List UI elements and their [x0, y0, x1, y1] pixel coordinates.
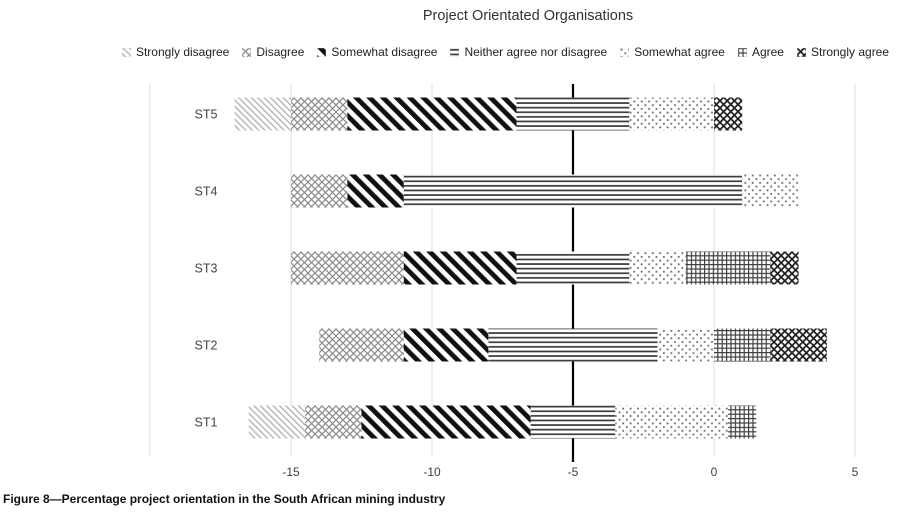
bar-segment — [347, 97, 517, 131]
bar-segment — [291, 251, 404, 285]
x-tick-label: -5 — [568, 465, 579, 479]
bar-segment — [629, 251, 686, 285]
legend-item: Somewhat disagree — [317, 45, 437, 59]
horizontal-lines-swatch-icon — [450, 47, 460, 57]
legend-label: Strongly disagree — [135, 45, 230, 59]
legend-label: Disagree — [256, 45, 305, 59]
category-label: ST4 — [195, 185, 218, 199]
legend-item: Disagree — [242, 45, 304, 59]
bar-segment — [305, 405, 362, 439]
category-label: ST2 — [195, 339, 218, 353]
bar-segment — [319, 328, 404, 362]
bar-segment — [714, 328, 771, 362]
legend-item: Neither agree nor disagree — [450, 45, 607, 59]
bar-segment — [714, 97, 743, 131]
bar-segment — [629, 97, 714, 131]
legend-label: Strongly agree — [810, 45, 890, 59]
legend: Strongly disagree Disagree Somewhat disagr… — [100, 45, 911, 59]
legend-label: Somewhat agree — [634, 45, 725, 59]
dots-swatch-icon — [620, 47, 630, 57]
bar-segment — [685, 251, 771, 285]
legend-label: Agree — [751, 45, 784, 59]
bar-segment — [248, 405, 306, 439]
legend-item: Somewhat agree — [620, 45, 725, 59]
bar-segment — [403, 251, 517, 285]
bar-segment — [742, 174, 799, 208]
bar-segment — [657, 328, 714, 362]
bold-diagonal-swatch-icon — [317, 47, 327, 57]
legend-item: Strongly agree — [796, 45, 890, 59]
x-tick-label: -15 — [282, 465, 300, 479]
diamond-crosshatch-swatch-icon — [796, 47, 806, 57]
bar-segment — [403, 328, 489, 362]
bar-segment — [291, 174, 348, 208]
category-label: ST3 — [195, 262, 218, 276]
category-label: ST5 — [195, 108, 218, 122]
figure-caption: Figure 8—Percentage project orientation … — [3, 492, 446, 506]
bar-segment — [347, 174, 404, 208]
bar-segment — [516, 97, 630, 131]
legend-label: Neither agree nor disagree — [464, 45, 608, 59]
grid-swatch-icon — [737, 47, 747, 57]
x-tick-label: 5 — [852, 465, 859, 479]
chart-title: Project Orientated Organisations — [422, 8, 634, 24]
gray-crosshatch-swatch-icon — [242, 47, 252, 57]
light-diagonal-swatch-icon — [121, 47, 131, 57]
bar-segment — [728, 405, 757, 439]
plot-area: -15 -10 -5 0 5 ST5 ST4 ST3 ST2 ST1 — [149, 84, 859, 479]
bar-segment — [516, 251, 630, 285]
bar-segment — [403, 174, 743, 208]
x-tick-label: -10 — [423, 465, 441, 479]
bar-segment — [530, 405, 616, 439]
x-tick-label: 0 — [711, 465, 718, 479]
bar-segment — [291, 97, 348, 131]
legend-item: Agree — [737, 45, 784, 59]
bar-segment — [615, 405, 729, 439]
category-label: ST1 — [195, 416, 218, 430]
bar-segment — [770, 251, 799, 285]
legend-label: Somewhat disagree — [331, 45, 438, 59]
bar-segment — [234, 97, 291, 131]
bar-segment — [770, 328, 827, 362]
bar-segment — [488, 328, 658, 362]
bar-segment — [361, 405, 531, 439]
legend-item: Strongly disagree — [121, 45, 230, 59]
